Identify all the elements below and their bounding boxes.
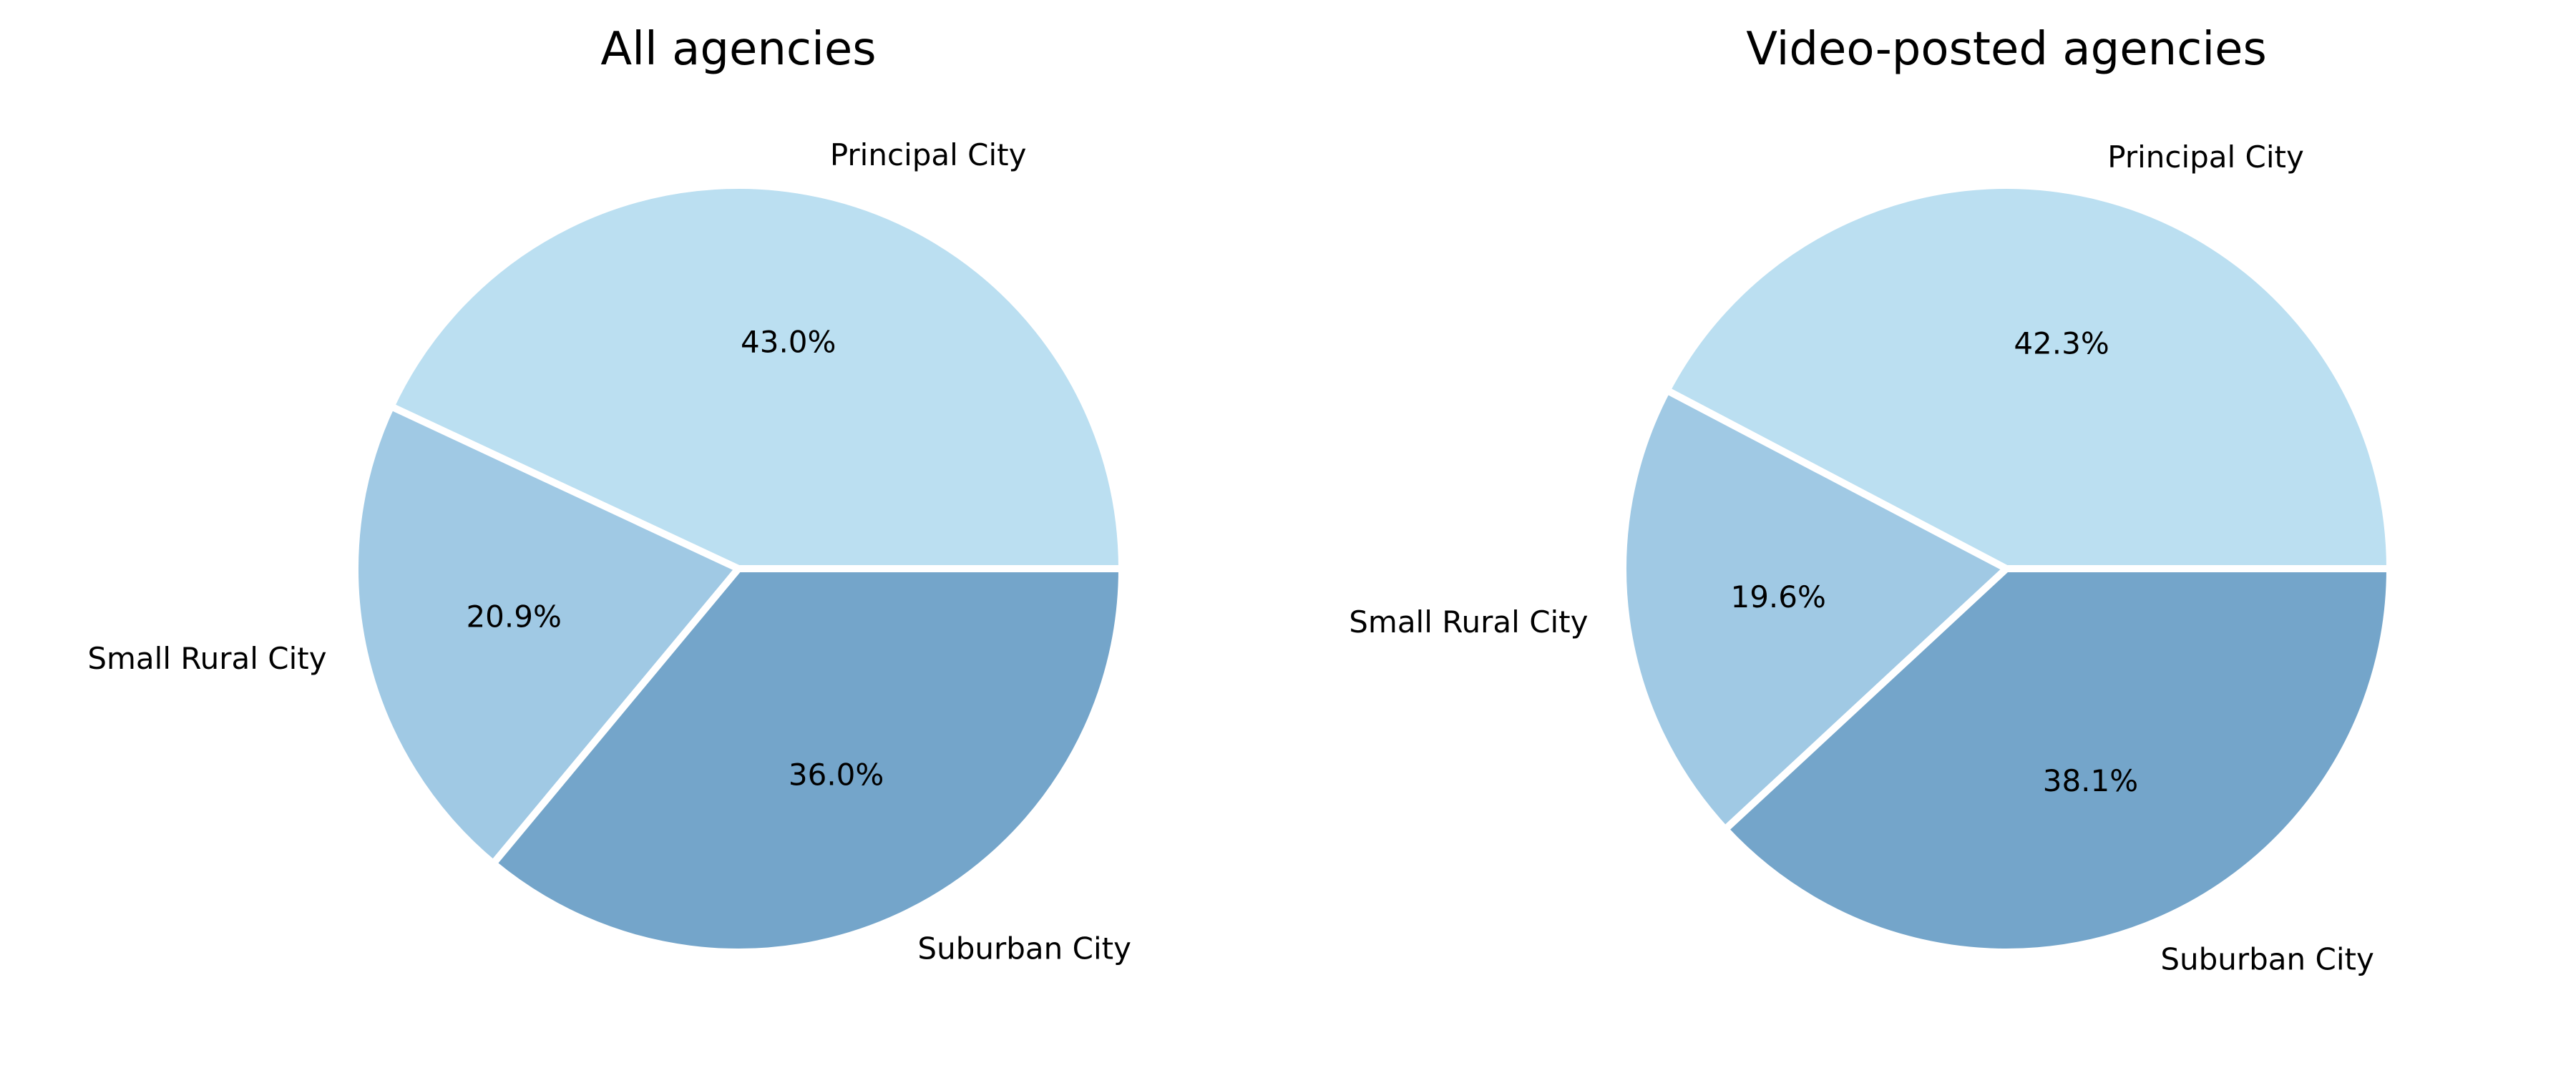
chart-title: Video-posted agencies: [1746, 23, 2267, 76]
slice-percentage-small-rural-city: 20.9%: [466, 599, 561, 635]
slice-label-suburban-city: Suburban City: [2160, 941, 2374, 976]
pie-slice-suburban-city: [488, 565, 1126, 956]
pie-slice-suburban-city: [1719, 565, 2394, 956]
slice-label-suburban-city: Suburban City: [917, 931, 1131, 966]
pie-labels: Principal City 43.0% Small Rural City 20.9%…: [87, 137, 1131, 966]
slice-label-principal-city: Principal City: [2107, 139, 2304, 175]
slice-percentage-suburban-city: 38.1%: [2043, 763, 2138, 798]
pie-slice-small-rural-city: [1619, 385, 2013, 835]
slice-percentage-principal-city: 43.0%: [741, 325, 836, 360]
pie-slices: [1619, 182, 2394, 956]
pie-slice-small-rural-city: [351, 401, 744, 869]
slice-label-small-rural-city: Small Rural City: [1349, 604, 1588, 640]
pie-slice-principal-city: [386, 182, 1126, 572]
slice-percentage-small-rural-city: 19.6%: [1730, 579, 1825, 614]
slice-label-small-rural-city: Small Rural City: [87, 641, 326, 676]
pie-slices: [351, 182, 1126, 956]
pie-slice-principal-city: [1662, 182, 2394, 572]
pie-chart-all-agencies: All agencies Principal City 43.0% Small Ru…: [87, 23, 1131, 966]
slice-percentage-principal-city: 42.3%: [2014, 325, 2109, 361]
slice-label-principal-city: Principal City: [830, 137, 1027, 172]
pie-labels: Principal City 42.3% Small Rural City 19.6%…: [1349, 139, 2374, 976]
chart-title: All agencies: [600, 23, 876, 76]
pie-chart-video-posted-agencies: Video-posted agencies Principal City 42.3…: [1349, 23, 2394, 976]
slice-percentage-suburban-city: 36.0%: [789, 758, 884, 793]
